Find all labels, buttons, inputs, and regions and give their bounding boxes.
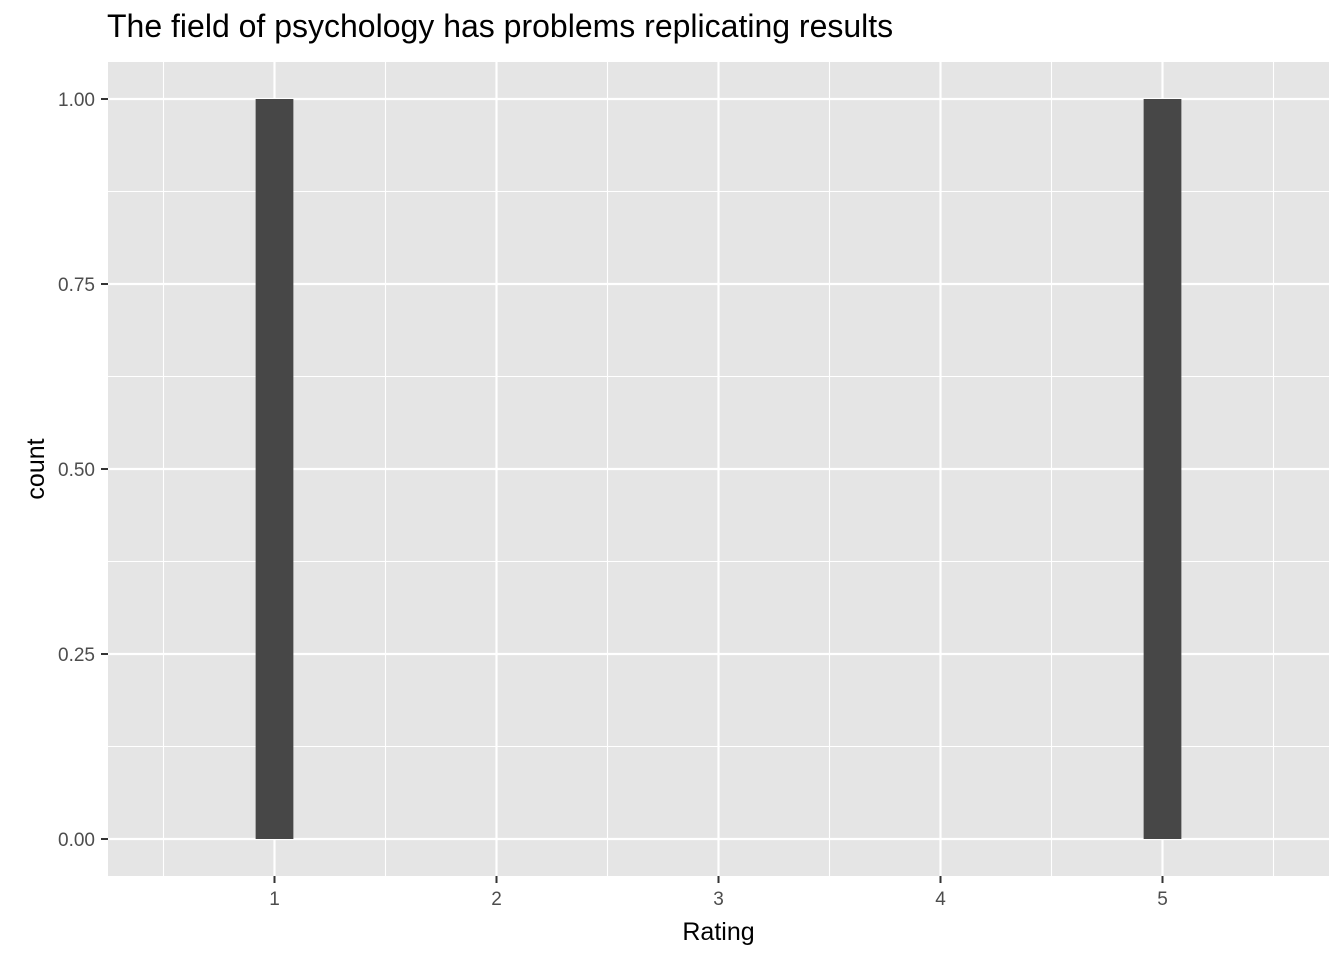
chart-title: The field of psychology has problems rep… bbox=[107, 8, 894, 44]
y-tick-label: 0.00 bbox=[58, 830, 95, 851]
y-axis-title: count bbox=[22, 438, 50, 499]
x-tick-label: 2 bbox=[491, 889, 502, 910]
bar bbox=[1143, 99, 1182, 839]
y-tick-label: 0.25 bbox=[58, 645, 95, 666]
y-tick-label: 0.50 bbox=[58, 460, 95, 481]
x-axis: 1 2 3 4 5 bbox=[269, 876, 1168, 910]
x-axis-title: Rating bbox=[682, 918, 754, 946]
x-tick-label: 3 bbox=[713, 889, 724, 910]
y-axis: 0.00 0.25 0.50 0.75 1.00 bbox=[58, 90, 108, 851]
bars bbox=[255, 99, 1182, 839]
x-tick-label: 4 bbox=[935, 889, 946, 910]
y-tick-label: 0.75 bbox=[58, 275, 95, 296]
x-tick-label: 5 bbox=[1157, 889, 1168, 910]
bar bbox=[255, 99, 294, 839]
x-tick-label: 1 bbox=[269, 889, 280, 910]
y-tick-label: 1.00 bbox=[58, 90, 95, 111]
